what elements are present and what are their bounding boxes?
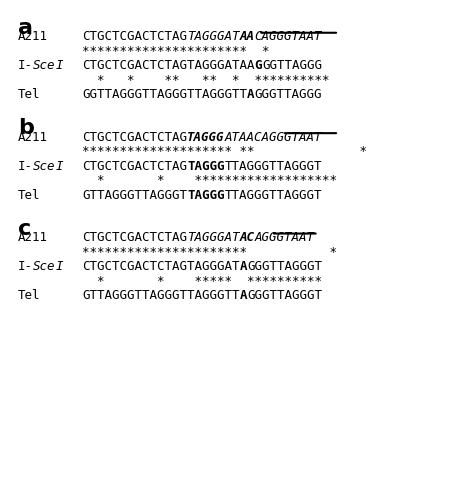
Text: CTGCTCGACTCTAGTAGGGAT: CTGCTCGACTCTAGTAGGGAT [82, 260, 239, 273]
Text: A: A [247, 88, 255, 101]
Text: *       *    *****  **********: * * ***** ********** [82, 275, 322, 288]
Text: I-: I- [18, 160, 33, 173]
Text: Tel: Tel [18, 289, 40, 302]
Text: TTAGGGTTAGGGT: TTAGGGTTAGGGT [225, 160, 322, 173]
Text: TAGGGAT: TAGGGAT [187, 30, 239, 43]
Text: AC: AC [239, 231, 255, 244]
Text: TTAGGGTTAGGGT: TTAGGGTTAGGGT [225, 189, 322, 202]
Text: Sce: Sce [33, 260, 55, 273]
Text: GGGTTAGGG: GGGTTAGGG [255, 88, 322, 101]
Text: Sce: Sce [33, 59, 55, 72]
Text: ATAACAGGGTAAT: ATAACAGGGTAAT [225, 131, 322, 144]
Text: G: G [255, 59, 262, 72]
Text: I: I [55, 59, 63, 72]
Text: I-: I- [18, 59, 33, 72]
Text: A: A [239, 289, 247, 302]
Text: CTGCTCGACTCTAGTAGGGATAA: CTGCTCGACTCTAGTAGGGATAA [82, 59, 255, 72]
Text: Tel: Tel [18, 88, 40, 101]
Text: CAGGGTAAT: CAGGGTAAT [255, 30, 322, 43]
Text: c: c [18, 219, 31, 239]
Text: GTTAGGGTTAGGGTTAGGGTT: GTTAGGGTTAGGGTTAGGGTT [82, 289, 239, 302]
Text: GTTAGGGTTAGGGT: GTTAGGGTTAGGGT [82, 189, 187, 202]
Text: A211: A211 [18, 131, 48, 144]
Text: GGTTAGGGTTAGGGTTAGGGTT: GGTTAGGGTTAGGGTTAGGGTT [82, 88, 247, 101]
Text: A211: A211 [18, 231, 48, 244]
Text: TAGGGAT: TAGGGAT [187, 231, 239, 244]
Text: Sce: Sce [33, 160, 55, 173]
Text: TAGGG: TAGGG [187, 131, 225, 144]
Text: TAGGG: TAGGG [187, 160, 225, 173]
Text: GGGTTAGGGT: GGGTTAGGGT [247, 260, 322, 273]
Text: I: I [55, 160, 63, 173]
Text: AGGGTAAT: AGGGTAAT [255, 231, 315, 244]
Text: CTGCTCGACTCTAG: CTGCTCGACTCTAG [82, 131, 187, 144]
Text: **********************           *: ********************** * [82, 246, 337, 259]
Text: TAGGG: TAGGG [187, 189, 225, 202]
Text: GGTTAGGG: GGTTAGGG [262, 59, 322, 72]
Text: a: a [18, 18, 33, 38]
Text: I: I [55, 260, 63, 273]
Text: Tel: Tel [18, 189, 40, 202]
Text: CTGCTCGACTCTAG: CTGCTCGACTCTAG [82, 231, 187, 244]
Text: **********************  *: ********************** * [82, 45, 270, 58]
Text: A211: A211 [18, 30, 48, 43]
Text: *   *    **   **  *  **********: * * ** ** * ********** [82, 74, 329, 87]
Text: CTGCTCGACTCTAG: CTGCTCGACTCTAG [82, 30, 187, 43]
Text: *       *    *******************: * * ******************* [82, 174, 337, 187]
Text: CTGCTCGACTCTAG: CTGCTCGACTCTAG [82, 160, 187, 173]
Text: GGGTTAGGGT: GGGTTAGGGT [247, 289, 322, 302]
Text: A: A [239, 260, 247, 273]
Text: b: b [18, 118, 34, 139]
Text: AA: AA [239, 30, 255, 43]
Text: ******************** **              *: ******************** ** * [82, 145, 367, 158]
Text: I-: I- [18, 260, 33, 273]
